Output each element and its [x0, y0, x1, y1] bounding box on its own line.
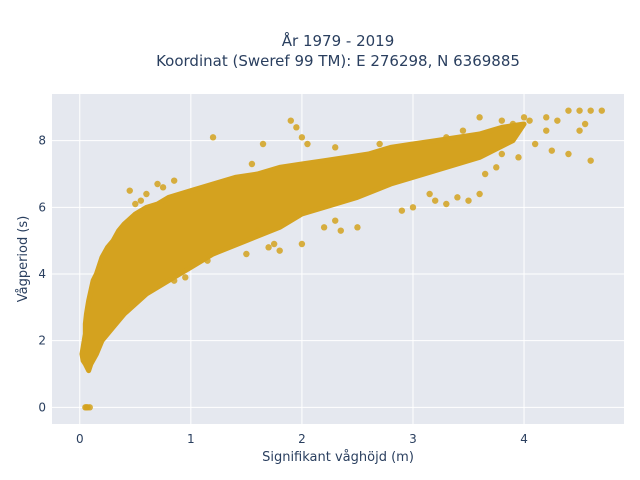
scatter-point [554, 117, 561, 124]
y-tick-label: 6 [38, 200, 46, 214]
scatter-point [459, 127, 467, 134]
scatter-point [565, 107, 572, 114]
scatter-point [337, 227, 344, 234]
scatter-point [126, 187, 133, 194]
scatter-point [498, 117, 506, 124]
scatter-point [576, 127, 583, 134]
scatter-point [581, 120, 589, 128]
x-tick-label: 2 [298, 432, 306, 446]
scatter-point [426, 190, 433, 198]
scatter-point [454, 194, 461, 201]
y-tick-labels: 0 2 4 6 8 [38, 134, 46, 415]
scatter-point [276, 247, 283, 254]
scatter-point [443, 134, 450, 141]
scatter-point [476, 114, 483, 121]
scatter-point [543, 114, 550, 121]
x-tick-label: 3 [409, 432, 417, 446]
scatter-point [248, 160, 256, 168]
scatter-point [265, 244, 272, 251]
scatter-point [209, 134, 217, 141]
scatter-point [243, 250, 250, 258]
scatter-point [515, 154, 522, 161]
scatter-point [443, 200, 450, 208]
scatter-point [83, 404, 90, 411]
scatter-point [270, 240, 278, 248]
y-axis-title: Vågperiod (s) [16, 216, 31, 303]
y-tick-label: 0 [38, 400, 46, 414]
scatter-point [409, 204, 417, 211]
scatter-point [481, 170, 489, 178]
chart-title-line-2: Koordinat (Sweref 99 TM): E 276298, N 63… [156, 52, 520, 70]
scatter-point [254, 227, 261, 234]
scatter-point [293, 124, 300, 131]
y-tick-label: 8 [38, 134, 46, 148]
scatter-point [587, 107, 594, 114]
scatter-point [509, 120, 517, 128]
scatter-point [498, 150, 506, 158]
scatter-point [376, 140, 383, 148]
scatter-point [476, 190, 483, 198]
scatter-point [320, 224, 328, 231]
scatter-point [170, 177, 178, 184]
x-tick-labels: 0 1 2 3 4 [76, 432, 528, 446]
scatter-point [143, 190, 150, 198]
chart-title-line-1: År 1979 - 2019 [282, 31, 395, 50]
scatter-point [159, 184, 167, 191]
scatter-point [565, 150, 572, 158]
y-tick-label: 2 [38, 334, 46, 348]
scatter-point [304, 140, 311, 148]
scatter-point [332, 144, 339, 151]
scatter-point [493, 164, 500, 171]
scatter-point [332, 217, 339, 224]
scatter-point [526, 117, 533, 124]
scatter-point [182, 274, 189, 281]
scatter-point [154, 180, 161, 188]
scatter-point [531, 140, 539, 148]
scatter-point-cloud [79, 121, 527, 374]
scatter-point [576, 107, 583, 114]
scatter-point [170, 277, 178, 284]
x-tick-label: 1 [187, 432, 195, 446]
scatter-point [298, 240, 306, 248]
scatter-point [298, 134, 306, 141]
scatter-points [79, 107, 605, 411]
scatter-point [465, 197, 472, 204]
scatter-point [132, 200, 139, 208]
scatter-point [598, 107, 605, 114]
scatter-point [520, 114, 528, 121]
scatter-point [548, 147, 556, 154]
scatter-point [398, 207, 406, 214]
x-tick-label: 4 [520, 432, 528, 446]
y-tick-label: 4 [38, 267, 46, 281]
x-axis-title: Signifikant våghöjd (m) [262, 450, 414, 465]
scatter-point [137, 197, 145, 204]
scatter-point [287, 117, 294, 124]
scatter-point [354, 224, 361, 231]
scatter-point [204, 257, 211, 264]
scatter-point [259, 140, 267, 148]
scatter-point [587, 157, 594, 164]
x-tick-label: 0 [76, 432, 84, 446]
scatter-point [543, 127, 550, 134]
scatter-point [431, 197, 439, 204]
